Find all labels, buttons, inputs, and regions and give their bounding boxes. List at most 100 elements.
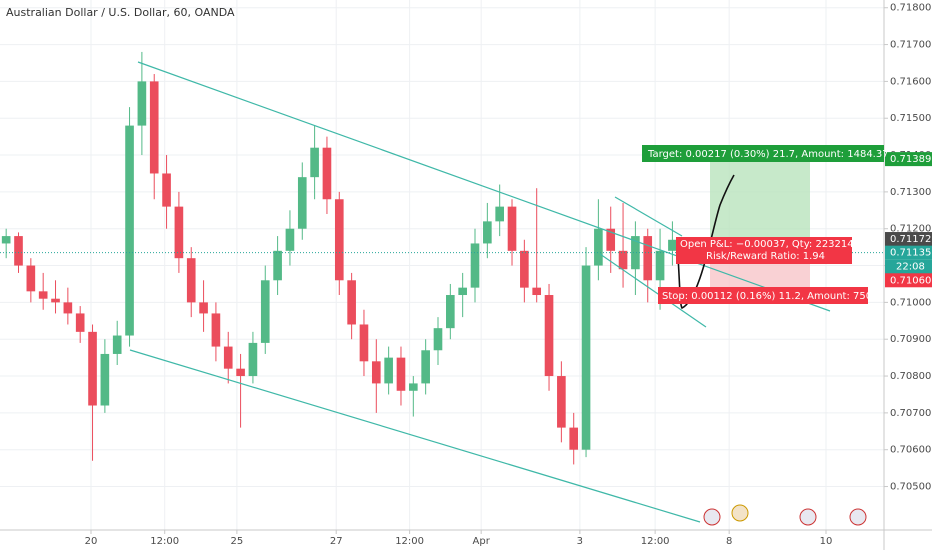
price-label: 0.71389 [890, 154, 931, 165]
candle-body [470, 243, 480, 288]
candle-body [125, 125, 134, 336]
candle-body [211, 313, 221, 347]
candle-body [520, 250, 529, 288]
x-tick-label: 12:00 [395, 536, 424, 547]
x-tick-label: 3 [577, 536, 583, 547]
candle-body [334, 199, 344, 281]
price-label: 0.71060 [890, 275, 931, 286]
candle-body [63, 302, 73, 314]
candle-body [88, 331, 97, 406]
candle-body [137, 81, 147, 126]
y-tick-label: 0.70700 [890, 408, 931, 419]
candle-body [544, 295, 554, 377]
stop-label: Stop: 0.00112 (0.16%) 11.2, Amount: 750 [662, 291, 872, 302]
price-label-bg [885, 245, 932, 260]
pnl-label-bg [676, 237, 852, 264]
candle-body [322, 147, 332, 200]
candle-body [631, 236, 640, 270]
price-label: 0.71172 [890, 234, 931, 245]
event-marker [849, 508, 867, 526]
candle-body [371, 361, 381, 384]
y-tick-label: 0.70500 [890, 482, 931, 493]
candle-body [446, 295, 455, 329]
candle-body [408, 383, 418, 391]
candle-body [569, 427, 579, 450]
price-label-bg [885, 273, 932, 288]
candle-body [458, 287, 467, 296]
risk-reward-label: Risk/Reward Ratio: 1.94 [706, 251, 825, 262]
candle-body [248, 342, 258, 377]
x-tick-label: 10 [820, 536, 833, 547]
y-tick-label: 0.70600 [890, 445, 931, 456]
candle-body [618, 250, 628, 270]
candle-body [285, 228, 295, 251]
candle-body [668, 239, 677, 251]
trend-lines [129, 61, 831, 523]
price-label: 0.71135 [890, 248, 931, 259]
grid [0, 0, 884, 530]
candle-body [421, 350, 430, 384]
candle-body [384, 357, 393, 384]
y-tick-label: 0.71200 [890, 224, 931, 235]
countdown: 22:08 [896, 262, 925, 273]
candle-body [396, 357, 406, 391]
event-markers [703, 504, 867, 526]
target-label: Target: 0.00217 (0.30%) 21.7, Amount: 14… [647, 149, 889, 160]
candle-body [75, 313, 85, 332]
candle-body [38, 291, 48, 299]
candle-body [199, 302, 208, 314]
y-tick-label: 0.70800 [890, 371, 931, 382]
y-tick-label: 0.71800 [890, 3, 931, 14]
y-tick-label: 0.71300 [890, 187, 931, 198]
x-tick-label: 12:00 [150, 536, 179, 547]
candle-body [26, 265, 36, 292]
x-tick-label: Apr [473, 536, 491, 547]
y-tick-label: 0.71500 [890, 113, 931, 124]
trend-line [599, 253, 707, 328]
trend-line [137, 61, 831, 312]
x-tick-label: 25 [231, 536, 244, 547]
axes: 0.70500 0.70600 0.70700 0.70800 0.70900 0.710… [85, 3, 932, 547]
candle-body [655, 250, 665, 281]
event-marker [731, 504, 749, 522]
candle-body [297, 177, 307, 229]
target-label-bg [642, 145, 884, 162]
x-tick-label: 27 [330, 536, 343, 547]
candle-body [162, 173, 171, 207]
countdown-bg [885, 259, 932, 274]
event-marker [799, 508, 817, 526]
y-tick-label: 0.71700 [890, 40, 931, 51]
candle-body [495, 206, 504, 222]
y-tick-label: 0.71000 [890, 297, 931, 308]
candle-body [310, 147, 319, 178]
candle-body [14, 236, 23, 266]
price-label-bg [885, 152, 932, 167]
candle-body [186, 258, 196, 303]
trend-line [614, 196, 683, 237]
candle-body [483, 221, 492, 244]
event-marker [703, 508, 721, 526]
candle-body [433, 328, 443, 351]
candle-body [557, 376, 566, 428]
x-tick-label: 8 [726, 536, 732, 547]
candle-body [149, 81, 159, 174]
candle-body [347, 280, 356, 325]
candles [1, 51, 677, 465]
pnl-label: Open P&L: −0.00037, Qty: 223214 [680, 239, 854, 250]
candle-body [260, 280, 270, 343]
x-tick-label: 12:00 [641, 536, 670, 547]
candle-body [223, 346, 233, 369]
trend-line [129, 349, 701, 523]
candle-body [100, 353, 110, 406]
candle-body [174, 206, 184, 259]
x-tick-label: 20 [85, 536, 98, 547]
y-tick-label: 0.71600 [890, 76, 931, 87]
y-tick-label: 0.70900 [890, 334, 931, 345]
candle-body [643, 236, 653, 281]
candle-body [606, 228, 616, 251]
candle-body [594, 228, 603, 266]
price-label-bg [885, 232, 932, 247]
stop-label-bg [658, 287, 868, 304]
candle-body [532, 287, 542, 296]
